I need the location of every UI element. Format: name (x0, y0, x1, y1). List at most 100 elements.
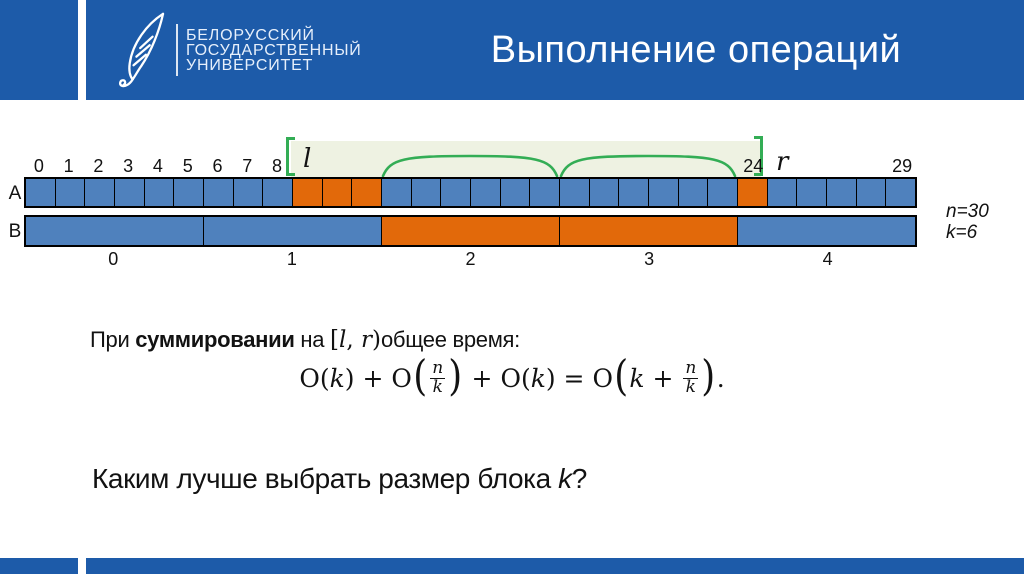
block-sum-arc (381, 154, 559, 178)
param-k: k=6 (946, 222, 978, 243)
array-a-cell (619, 179, 650, 206)
array-a-cell (85, 179, 116, 206)
formula-token: ) (701, 351, 716, 401)
cell-index-label: 0 (33, 156, 44, 176)
formula-token: k (530, 363, 546, 393)
array-a-cell (204, 179, 234, 206)
block-index-label: 4 (822, 249, 833, 269)
logo-line: УНИВЕРСИТЕТ (186, 56, 314, 74)
block-index-label: 2 (465, 249, 476, 269)
page-title: Выполнение операций (490, 29, 902, 71)
array-a-cell (738, 179, 768, 206)
interval-notation: [l, r) (330, 327, 381, 353)
array-a-cell (797, 179, 828, 206)
summation-text: При суммировании на [l, r)общее время: (90, 327, 520, 353)
header-bar-left-segment (0, 0, 78, 100)
question-text: Каким лучше выбрать размер блока k? (92, 463, 587, 495)
array-a-cell (174, 179, 205, 206)
array-a-cell (857, 179, 887, 206)
array-b-block (26, 217, 204, 245)
array-a-cell (441, 179, 472, 206)
math-comma: , (346, 327, 361, 353)
logo-text: БЕЛОРУССКИЙ ГОСУДАРСТВЕННЫЙ УНИВЕРСИТЕТ (186, 27, 362, 74)
array-a-cell (471, 179, 501, 206)
array-a-cell (263, 179, 294, 206)
footer-bar (86, 558, 1024, 574)
block-sum-arc (559, 154, 737, 178)
array-a-cell (768, 179, 798, 206)
formula-token: . (716, 363, 725, 393)
cell-index-label: 24 (743, 156, 764, 176)
cell-index-label: 3 (123, 156, 134, 176)
formula-token: ) = O (545, 363, 613, 393)
formula-token: + O( (463, 363, 531, 393)
text-part: на (294, 327, 331, 352)
array-b-block (738, 217, 915, 245)
text-part: ? (571, 463, 588, 494)
array-a (24, 177, 917, 208)
array-a-cell (679, 179, 709, 206)
cell-index-label: 1 (63, 156, 74, 176)
formula: O(k) + O(n k) + O(k) = O(k + n k). (299, 351, 725, 404)
array-a-cell (352, 179, 383, 206)
block-index-label: 1 (286, 249, 297, 269)
right-range-bracket (754, 136, 763, 176)
array-a-cell (145, 179, 175, 206)
math-open: [ (330, 327, 339, 353)
array-a-label: A (8, 183, 22, 204)
text-part: При (90, 327, 136, 352)
l-label: l (303, 144, 312, 174)
cell-index-label: 6 (212, 156, 223, 176)
array-a-cell (530, 179, 561, 206)
formula-token: + (644, 363, 682, 393)
array-a-cell (382, 179, 412, 206)
array-a-cell (590, 179, 620, 206)
array-a-cell (412, 179, 442, 206)
array-b-label: B (8, 221, 22, 242)
block-sum-arcs (381, 154, 737, 178)
array-a-cell (234, 179, 264, 206)
array-a-cell (501, 179, 531, 206)
array-a-cell (708, 179, 739, 206)
array-a-cell (322, 179, 353, 206)
cell-index-label: 2 (93, 156, 104, 176)
array-a-cell (115, 179, 145, 206)
cell-index-label: 4 (152, 156, 163, 176)
question-variable: k (558, 463, 572, 494)
text-part: общее время: (380, 327, 520, 352)
cell-index-label: 8 (272, 156, 283, 176)
feather-quill-icon (119, 12, 165, 88)
cell-index-label: 29 (892, 156, 913, 176)
array-b-block (204, 217, 382, 245)
array-b (24, 215, 917, 247)
r-label: r (776, 147, 789, 177)
math-l: l (339, 327, 347, 353)
param-n: n=30 (946, 201, 989, 222)
text-bold: суммировании (135, 327, 295, 352)
array-b-block (382, 217, 560, 245)
header-bar: БЕЛОРУССКИЙ ГОСУДАРСТВЕННЫЙ УНИВЕРСИТЕТ … (86, 0, 1024, 100)
logo-divider (176, 24, 178, 76)
cell-index-label: 5 (182, 156, 193, 176)
text-part: Каким лучше выбрать размер блока (92, 463, 559, 494)
array-b-block (560, 217, 738, 245)
array-a-cell (293, 179, 323, 206)
cell-index-label: 7 (242, 156, 253, 176)
array-a-cell (560, 179, 590, 206)
formula-token: ) (448, 351, 463, 401)
block-index-label: 0 (108, 249, 119, 269)
formula-token: ( (413, 351, 428, 401)
university-logo: БЕЛОРУССКИЙ ГОСУДАРСТВЕННЫЙ УНИВЕРСИТЕТ (118, 11, 362, 89)
formula-token: O( (299, 363, 330, 393)
formula-token: ) + O (344, 363, 412, 393)
left-range-bracket (286, 137, 295, 176)
array-a-cell (886, 179, 915, 206)
logo-line: ГОСУДАРСТВЕННЫЙ (186, 41, 362, 59)
formula-token: k (629, 363, 645, 393)
formula-token: ( (614, 351, 629, 401)
array-a-cell (827, 179, 857, 206)
array-a-cell (26, 179, 56, 206)
